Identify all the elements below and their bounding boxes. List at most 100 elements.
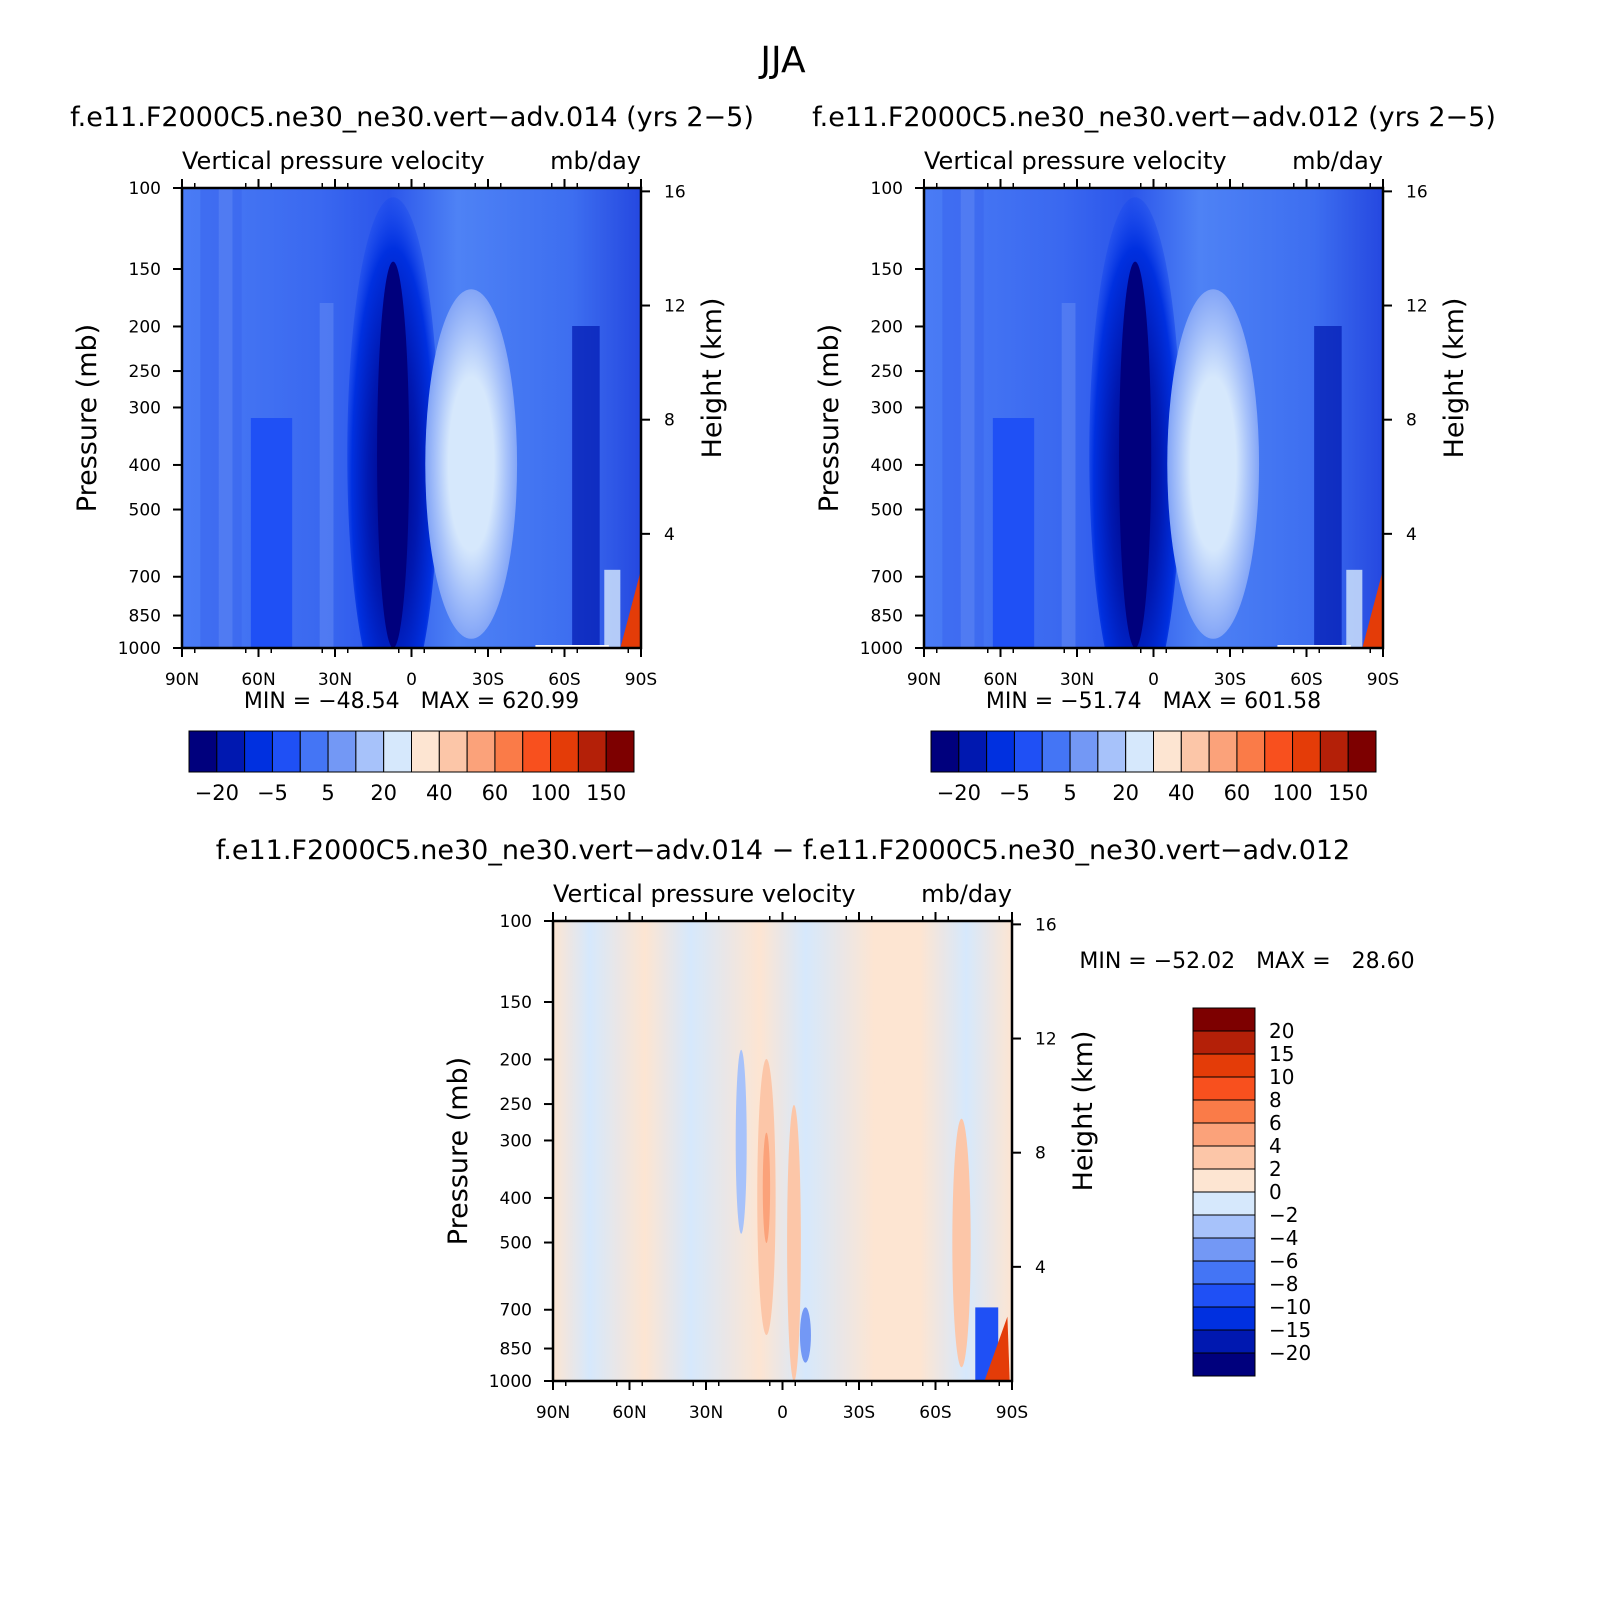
y-tick-label: 1000 — [118, 639, 161, 659]
colorbar-label: −8 — [1269, 1272, 1298, 1296]
x-tick-label: 30N — [689, 1403, 723, 1423]
colorbar-swatch — [1069, 730, 1099, 773]
colorbar-label: −10 — [1269, 1295, 1311, 1319]
x-tick-label: 60N — [612, 1403, 646, 1423]
min-max-stats: MIN = −52.02 MAX = 28.60 — [1079, 949, 1414, 974]
colorbar-swatch — [216, 730, 246, 773]
x-tick-label: 90N — [536, 1403, 570, 1423]
colorbar-swatch — [244, 730, 273, 773]
colorbar-swatch — [1192, 1076, 1256, 1101]
y-right-tick-label: 8 — [664, 411, 675, 431]
colorbar-swatch — [1192, 1030, 1256, 1055]
y-axis-label: Pressure (mb) — [443, 1057, 474, 1245]
x-tick-label: 60S — [919, 1403, 951, 1423]
surface-mask — [1277, 645, 1351, 648]
surface-mask — [535, 645, 609, 648]
contour-field — [924, 188, 1383, 648]
panel-units: mb/day — [1292, 147, 1383, 175]
colorbar-swatch — [1192, 1191, 1256, 1216]
x-tick-label: 60S — [548, 670, 580, 690]
y-tick-label: 500 — [129, 501, 161, 521]
colorbar-label: 5 — [1063, 781, 1076, 805]
colorbar-label: −6 — [1269, 1249, 1298, 1273]
colorbar-swatch — [1192, 1214, 1256, 1239]
field-band — [319, 303, 334, 648]
y-right-tick-label: 4 — [1406, 525, 1417, 545]
colorbar-swatch — [271, 730, 301, 773]
field-band — [1346, 569, 1363, 648]
y-right-tick-label: 12 — [664, 297, 686, 317]
colorbar-swatch — [299, 730, 329, 773]
y-tick-label: 150 — [129, 260, 161, 280]
y-right-tick-label: 16 — [664, 182, 686, 202]
neg-anomaly — [735, 1049, 747, 1234]
colorbar-swatch — [188, 730, 218, 773]
y-tick-label: 300 — [129, 398, 161, 418]
y-right-tick-label: 16 — [1406, 182, 1428, 202]
surface-max — [1362, 569, 1383, 648]
x-tick-label: 60N — [241, 670, 275, 690]
colorbar-label: 60 — [482, 781, 509, 805]
y-tick-label: 150 — [500, 993, 532, 1013]
surface-max — [620, 569, 641, 648]
y-tick-label: 250 — [871, 362, 903, 382]
y-tick-label: 700 — [129, 568, 161, 588]
y-tick-label: 100 — [871, 179, 903, 199]
colorbar-swatch — [1192, 1260, 1256, 1285]
y-tick-label: 700 — [500, 1301, 532, 1321]
colorbar-swatch — [1192, 1306, 1256, 1331]
x-tick-label: 30S — [843, 1403, 875, 1423]
colorbar-label: 150 — [586, 781, 626, 805]
y-right-tick-label: 12 — [1406, 297, 1428, 317]
colorbar-swatch — [1097, 730, 1127, 773]
panel-units: mb/day — [550, 147, 641, 175]
colorbar-label: −2 — [1269, 1203, 1298, 1227]
colorbar-swatch — [355, 730, 385, 773]
field-band — [218, 188, 233, 648]
colorbar: −20 −5 5 20 40 60 100 150 — [188, 730, 635, 805]
colorbar-label: 20 — [370, 781, 397, 805]
colorbar-label: −4 — [1269, 1226, 1298, 1250]
colorbar-swatch — [438, 730, 468, 773]
contour-field — [553, 921, 1012, 1381]
panel-subtitle: Vertical pressure velocity — [553, 880, 856, 908]
y-right-axis-label: Height (km) — [1439, 298, 1470, 459]
panel-subtitle: Vertical pressure velocity — [182, 147, 485, 175]
colorbar-swatch — [1347, 730, 1377, 773]
pos-anomaly — [984, 1316, 1010, 1381]
y-tick-label: 700 — [871, 568, 903, 588]
x-tick-label: 60N — [983, 670, 1017, 690]
colorbar-label: −20 — [195, 781, 239, 805]
colorbar-swatch — [1192, 1099, 1256, 1124]
panel-title: f.e11.F2000C5.ne30_ne30.vert−adv.014 − f… — [216, 835, 1351, 866]
pos-anomaly — [787, 1105, 801, 1381]
min-max-stats: MIN = −51.74 MAX = 601.58 — [986, 689, 1321, 714]
x-tick-label: 30S — [1214, 670, 1246, 690]
y-tick-label: 500 — [500, 1234, 532, 1254]
colorbar-swatch — [411, 730, 440, 773]
y-tick-label: 150 — [871, 260, 903, 280]
y-tick-label: 850 — [871, 607, 903, 627]
panel-title: f.e11.F2000C5.ne30_ne30.vert−adv.012 (yr… — [812, 102, 1496, 133]
y-tick-label: 400 — [500, 1189, 532, 1209]
field-band — [200, 188, 242, 648]
y-tick-label: 500 — [871, 501, 903, 521]
colorbar-swatch — [1180, 730, 1210, 773]
colorbar-label: −20 — [937, 781, 981, 805]
y-right-tick-label: 12 — [1035, 1030, 1057, 1050]
field-band — [1061, 303, 1076, 648]
x-tick-label: 90N — [907, 670, 941, 690]
panel-title: f.e11.F2000C5.ne30_ne30.vert−adv.014 (yr… — [70, 102, 754, 133]
colorbar-label: 5 — [321, 781, 334, 805]
y-tick-label: 250 — [500, 1095, 532, 1115]
y-tick-label: 300 — [871, 398, 903, 418]
panel-units: mb/day — [921, 880, 1012, 908]
colorbar: −20 −5 5 20 40 60 100 150 — [930, 730, 1377, 805]
colorbar-label: 40 — [1168, 781, 1195, 805]
colorbar-label: 20 — [1269, 1019, 1294, 1043]
colorbar-label: 8 — [1269, 1088, 1282, 1112]
y-right-tick-label: 8 — [1035, 1144, 1046, 1164]
x-tick-label: 90S — [625, 670, 657, 690]
panel-2: f.e11.F2000C5.ne30_ne30.vert−adv.012 (yr… — [812, 102, 1496, 805]
colorbar-swatch — [1208, 730, 1238, 773]
